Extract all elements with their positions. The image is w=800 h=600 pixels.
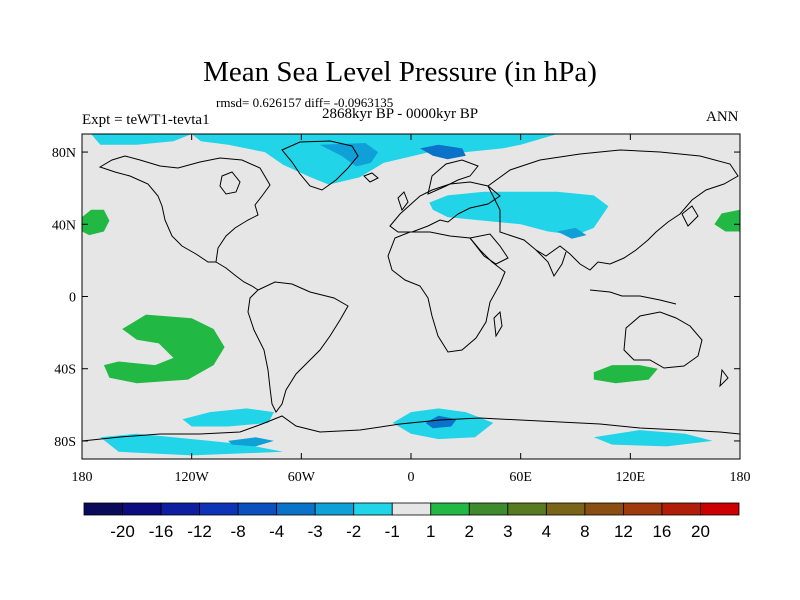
coastline-india [535, 249, 567, 278]
coastline-arabia [469, 233, 509, 265]
coastline-greenland [281, 140, 359, 191]
colorbar-swatch [700, 502, 740, 516]
colorbar-swatch [623, 502, 663, 516]
colorbar-swatch [353, 502, 393, 516]
coastline-antarctica [82, 415, 740, 442]
colorbar-swatch [83, 502, 123, 516]
anomaly-region-ross-sea [100, 433, 284, 456]
anomaly-region-arctic-and-greenland [191, 134, 558, 185]
colorbar-swatch [237, 502, 278, 516]
colorbar-swatch [545, 502, 586, 516]
colorbar-label: 8 [580, 522, 589, 541]
lon-tick-label: 120E [616, 470, 646, 485]
anomaly-region-arctic-ocean-rim [91, 134, 192, 145]
lon-tick-label: 60E [509, 470, 532, 485]
colorbar-label: 4 [542, 522, 551, 541]
coastline-indonesia [589, 289, 677, 305]
latitude-ticks: 80N 40N 0 40S 80S [52, 146, 740, 450]
lon-tick-label: 120W [175, 470, 210, 485]
lon-tick-label: 0 [408, 470, 415, 485]
season-label: ANN [706, 109, 739, 125]
colorbar: -20 -16 -12 -8 -4 -3 -2 -1 1 2 3 4 8 12 16 20 [83, 502, 740, 541]
anomaly-region-eurasia [429, 191, 609, 236]
coastline-layer [82, 140, 740, 442]
anomaly-region-south-pacific-high [103, 314, 225, 384]
colorbar-swatch [276, 502, 316, 516]
colorbar-label: -1 [385, 522, 400, 541]
lon-tick-label: 180 [730, 470, 751, 485]
anomaly-region-southern-ocean-pacific [182, 408, 274, 427]
anomaly-region-tibet-low [557, 227, 587, 239]
pressure-anomaly-layer [82, 134, 740, 456]
colorbar-label: 3 [503, 522, 512, 541]
colorbar-label: -8 [231, 522, 246, 541]
colorbar-label: 20 [691, 522, 710, 541]
coastline-british-isles [397, 191, 409, 212]
colorbar-swatch [584, 502, 624, 516]
colorbar-swatch [430, 502, 470, 516]
longitude-ticks: 180 120W 60W 0 60E 120E 180 [72, 134, 751, 485]
coastline-central-america [215, 261, 259, 291]
colorbar-label: -12 [187, 522, 212, 541]
anomaly-region-greenland-low [319, 143, 379, 167]
coastline-hudson-bay [219, 171, 241, 195]
colorbar-label: 12 [614, 522, 633, 541]
coastline-africa [387, 231, 506, 353]
coastline-iceland [363, 172, 379, 183]
coastline-scandinavia [427, 159, 479, 195]
coastline-europe [389, 181, 501, 233]
colorbar-swatch [122, 502, 162, 516]
lat-tick-label: 80S [54, 435, 76, 450]
coastline-australia [623, 311, 703, 369]
colorbar-label: -20 [110, 522, 135, 541]
colorbar-swatch [391, 502, 432, 516]
colorbar-label: -16 [149, 522, 174, 541]
anomaly-region-nordic-seas-low [420, 144, 466, 160]
rmsd-diff-stats: rmsd= 0.626157 diff= -0.0963135 [216, 95, 394, 110]
anomaly-region-north-pacific-high-west [82, 209, 110, 236]
colorbar-label: 2 [465, 522, 474, 541]
anomaly-region-north-pacific-high-east [714, 209, 740, 232]
anomaly-region-amundsen-low [228, 437, 274, 447]
lon-tick-label: 60W [288, 470, 316, 485]
coastline-japan [681, 205, 699, 227]
colorbar-label: -4 [269, 522, 284, 541]
lon-tick-label: 180 [72, 470, 93, 485]
colorbar-swatch [507, 502, 547, 516]
time-period: 2868kyr BP - 0000kyr BP [322, 106, 479, 122]
anomaly-region-weddell-low [425, 415, 457, 429]
colorbar-label: -3 [308, 522, 323, 541]
lat-tick-label: 0 [69, 291, 76, 306]
experiment-label: Expt = teWT1-tevta1 [82, 112, 210, 128]
lat-tick-label: 80N [52, 146, 76, 161]
anomaly-region-indian-ocean-high [593, 365, 658, 384]
colorbar-label: 16 [652, 522, 671, 541]
chart-title: Mean Sea Level Pressure (in hPa) [203, 56, 597, 88]
colorbar-swatch [661, 502, 701, 516]
coastline-north-america [98, 155, 271, 263]
colorbar-swatch [314, 502, 355, 516]
lat-tick-label: 40S [54, 363, 76, 378]
colorbar-swatch [468, 502, 509, 516]
coastline-south-america [247, 281, 349, 413]
anomaly-region-east-antarctica [593, 430, 713, 447]
colorbar-label: -2 [346, 522, 361, 541]
coastline-new-zealand [719, 368, 729, 388]
colorbar-swatch [199, 502, 239, 516]
colorbar-label: 1 [426, 522, 435, 541]
coastline-madagascar [493, 310, 503, 338]
lat-tick-label: 40N [52, 218, 76, 233]
colorbar-swatch [160, 502, 200, 516]
